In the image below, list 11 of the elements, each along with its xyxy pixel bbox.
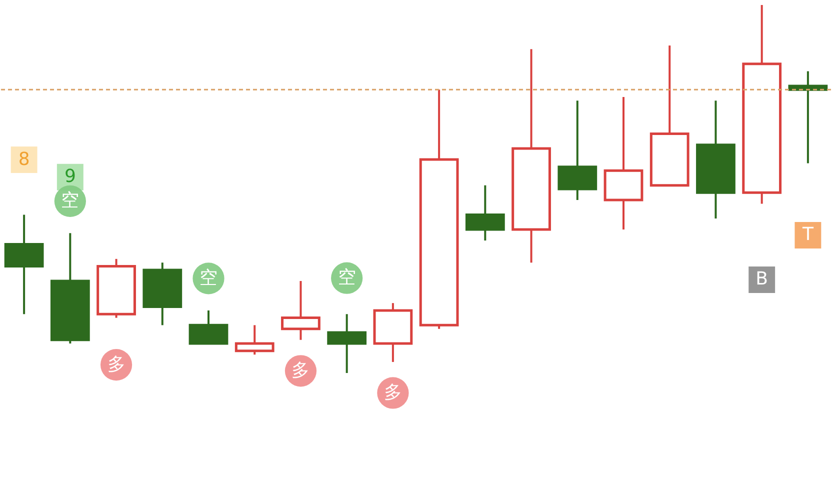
text: 多	[384, 382, 402, 403]
annotation: 空	[200, 267, 218, 288]
annotation: 9	[64, 166, 76, 188]
annotation: B	[756, 268, 768, 290]
annotation: 空	[338, 267, 356, 288]
annotation: 多	[292, 360, 310, 381]
annotation: 多	[107, 354, 126, 375]
annotation: 8	[18, 148, 30, 170]
annotation: T	[801, 224, 814, 246]
candlestick	[788, 70, 828, 164]
annotation: 空	[61, 190, 80, 212]
